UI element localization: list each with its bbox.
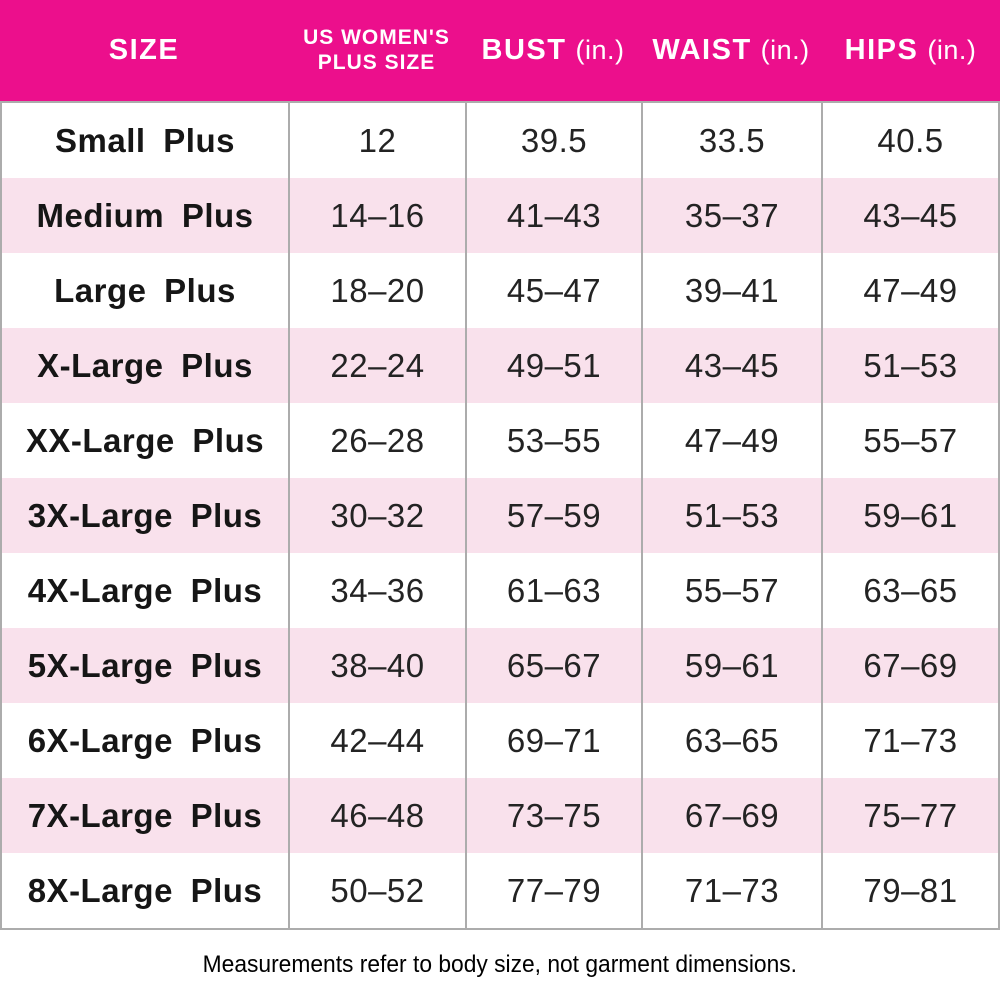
table-row: Medium Plus 14–16 41–43 35–37 43–45 [2,178,998,253]
cell-plus-size: 50–52 [288,853,465,928]
col-header-size-label: SIZE [108,33,180,66]
cell-hips: 79–81 [821,853,998,928]
cell-bust: 77–79 [465,853,641,928]
cell-bust: 45–47 [465,253,641,328]
cell-size: Large Plus [54,271,236,309]
cell-waist: 39–41 [641,253,821,328]
table-row: 6X-Large Plus 42–44 69–71 63–65 71–73 [2,703,998,778]
col-header-plus-size: US WOMEN'S PLUS SIZE [288,26,465,74]
cell-plus-size: 42–44 [288,703,465,778]
footnote-text: Measurements refer to body size, not gar… [202,951,798,978]
cell-hips: 67–69 [821,628,998,703]
cell-waist: 67–69 [641,778,821,853]
table-row: 4X-Large Plus 34–36 61–63 55–57 63–65 [2,553,998,628]
cell-bust: 73–75 [465,778,641,853]
cell-waist: 43–45 [641,328,821,403]
col-header-waist-label: WAIST [652,33,752,66]
cell-hips: 51–53 [821,328,998,403]
cell-plus-size: 46–48 [288,778,465,853]
cell-size: 6X-Large Plus [27,721,263,759]
cell-size: 7X-Large Plus [27,796,263,834]
col-header-size: SIZE [0,34,288,67]
cell-hips: 59–61 [821,478,998,553]
cell-waist: 33.5 [641,103,821,178]
cell-plus-size: 14–16 [288,178,465,253]
table-row: 7X-Large Plus 46–48 73–75 67–69 75–77 [2,778,998,853]
cell-plus-size: 30–32 [288,478,465,553]
cell-hips: 55–57 [821,403,998,478]
cell-waist: 63–65 [641,703,821,778]
table-row: 8X-Large Plus 50–52 77–79 71–73 79–81 [2,853,998,928]
table-row: 5X-Large Plus 38–40 65–67 59–61 67–69 [2,628,998,703]
cell-waist: 59–61 [641,628,821,703]
cell-plus-size: 34–36 [288,553,465,628]
table-row: X-Large Plus 22–24 49–51 43–45 51–53 [2,328,998,403]
cell-bust: 49–51 [465,328,641,403]
cell-size: 3X-Large Plus [27,496,263,534]
cell-size: 5X-Large Plus [27,646,263,684]
col-header-plus-size-line2: PLUS SIZE [317,50,436,74]
table-header-row: SIZE US WOMEN'S PLUS SIZE BUST (in.) WAI… [0,0,1000,101]
cell-size: Medium Plus [36,196,254,234]
table-row: 3X-Large Plus 30–32 57–59 51–53 59–61 [2,478,998,553]
table-row: XX-Large Plus 26–28 53–55 47–49 55–57 [2,403,998,478]
col-header-waist: WAIST (in.) [641,34,821,67]
cell-size: XX-Large Plus [25,421,265,459]
cell-waist: 55–57 [641,553,821,628]
cell-waist: 51–53 [641,478,821,553]
cell-size: X-Large Plus [37,346,253,384]
table-row: Large Plus 18–20 45–47 39–41 47–49 [2,253,998,328]
table-row: Small Plus 12 39.5 33.5 40.5 [2,103,998,178]
cell-bust: 65–67 [465,628,641,703]
col-header-waist-unit: (in.) [760,34,810,65]
cell-waist: 71–73 [641,853,821,928]
cell-plus-size: 26–28 [288,403,465,478]
col-header-bust-label: BUST [481,33,567,66]
cell-hips: 63–65 [821,553,998,628]
cell-waist: 35–37 [641,178,821,253]
cell-hips: 47–49 [821,253,998,328]
cell-hips: 75–77 [821,778,998,853]
col-header-hips: HIPS (in.) [821,34,1000,67]
col-header-bust: BUST (in.) [465,34,641,67]
col-header-hips-label: HIPS [844,33,919,66]
cell-bust: 61–63 [465,553,641,628]
col-header-plus-size-line1: US WOMEN'S [303,26,450,50]
table-body: Small Plus 12 39.5 33.5 40.5 Medium Plus 14–16… [0,101,1000,930]
cell-plus-size: 22–24 [288,328,465,403]
cell-hips: 71–73 [821,703,998,778]
col-header-hips-unit: (in.) [927,34,977,65]
cell-plus-size: 38–40 [288,628,465,703]
cell-size: Small Plus [55,121,235,159]
cell-bust: 41–43 [465,178,641,253]
cell-bust: 69–71 [465,703,641,778]
footnote-area: Measurements refer to body size, not gar… [0,930,1000,1000]
col-header-bust-unit: (in.) [575,34,625,65]
cell-size: 4X-Large Plus [27,571,263,609]
cell-plus-size: 18–20 [288,253,465,328]
cell-bust: 53–55 [465,403,641,478]
cell-hips: 40.5 [821,103,998,178]
cell-bust: 39.5 [465,103,641,178]
cell-size: 8X-Large Plus [27,871,263,909]
cell-waist: 47–49 [641,403,821,478]
cell-hips: 43–45 [821,178,998,253]
cell-plus-size: 12 [288,103,465,178]
cell-bust: 57–59 [465,478,641,553]
